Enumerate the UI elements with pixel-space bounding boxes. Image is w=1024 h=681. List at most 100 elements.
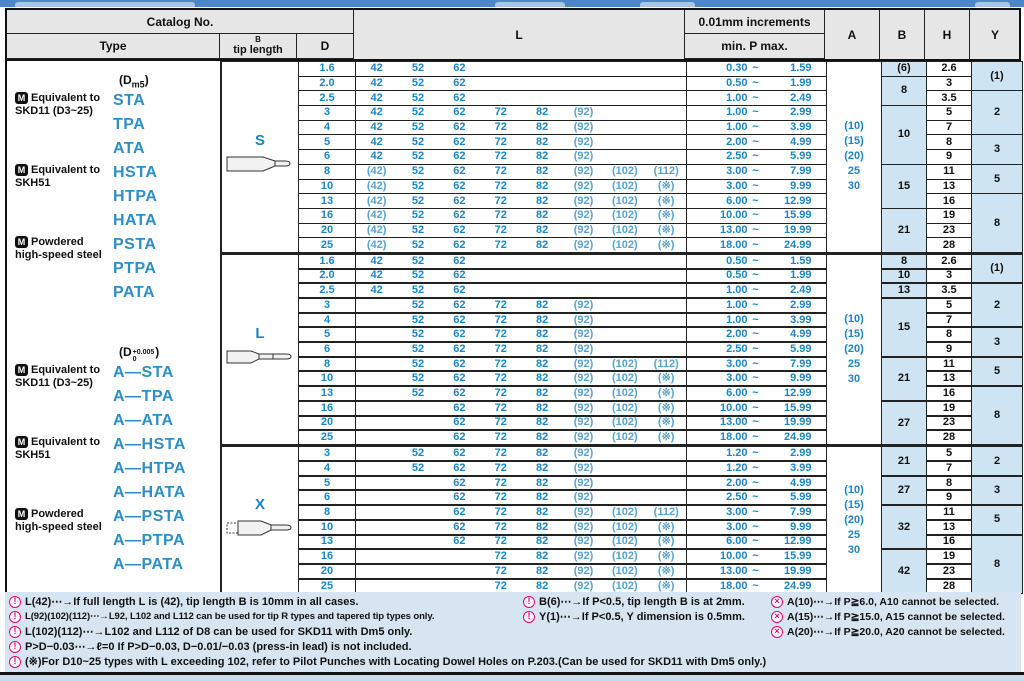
footnote-text: A(10)⋯→If P≧6.0, A10 cannot be selected. (787, 595, 1000, 608)
l-value (356, 329, 397, 340)
l-value: 52 (411, 106, 425, 119)
type-column: (Dm5) M Equivalent to SKD11 (D3~25) STA TPA A… (7, 61, 221, 594)
l-slot-row: 52 62 72 82 (92) (102) (112) (356, 358, 686, 370)
tip-shape: X (222, 447, 298, 592)
l-value (356, 432, 397, 443)
l-value: 62 (453, 491, 466, 504)
a-options-cell: (10) (15) (20) 25 30 (826, 252, 882, 446)
a-option: 30 (847, 180, 861, 193)
p-range-cell: 0.30 ~1.59 (686, 61, 827, 77)
p-tilde: ~ (752, 357, 759, 370)
l-value: 52 (411, 62, 425, 75)
p-max: 3.99 (790, 461, 812, 474)
type-name: STA (113, 92, 146, 109)
punch-shape-l-icon (226, 350, 292, 364)
p-range-cell: 1.00 ~3.99 (686, 311, 827, 328)
p-range: 10.00 ~15.99 (687, 210, 826, 221)
h-dim-cell: 2.6 (926, 252, 972, 270)
diameter-tolerance-note: (Dm5) (119, 73, 149, 90)
l-value (646, 478, 687, 489)
h-dim-cell: 28 (926, 429, 972, 446)
l-value (604, 270, 645, 281)
p-max: 5.99 (790, 150, 812, 163)
footnote-text: Y(1)⋯→If P<0.5, Y dimension is 0.5mm. (539, 611, 745, 623)
l-values-cell: 62 72 82 (92) (102) (※) (355, 399, 687, 416)
l-value: 82 (535, 505, 549, 518)
p-range: 2.50 ~5.99 (687, 343, 826, 355)
l-value (604, 93, 645, 104)
l-slot-row: 52 62 72 82 (92) (356, 448, 686, 459)
browser-top-strip (0, 0, 1024, 7)
l-value (356, 359, 397, 370)
p-tilde: ~ (752, 209, 759, 222)
l-value: 42 (370, 254, 383, 267)
d-value-cell: 8 (298, 355, 356, 372)
l-value (646, 285, 687, 296)
l-value: 72 (494, 564, 507, 577)
tolerance-stack: +0.005 0 (133, 349, 155, 363)
l-value (604, 256, 645, 267)
footnote-text: P>D−0.03⋯→ℓ=0 If P>D−0.03, D−0.01/−0.03 … (25, 641, 412, 653)
p-min: 6.00 (726, 535, 748, 548)
footnote-text: L(42)⋯→If full length L is (42), tip len… (25, 596, 359, 608)
l-value (356, 581, 397, 592)
l-values-cell: 42 52 62 72 82 (92) (355, 134, 687, 151)
p-max: 2.99 (790, 298, 812, 311)
material-badge-icon: M (15, 436, 28, 448)
d-value-cell: 2.0 (298, 75, 356, 92)
top-strip-segment (15, 2, 195, 7)
d-value-cell: 1.6 (298, 61, 356, 77)
p-max: 7.99 (790, 505, 812, 518)
type-name: A—HSTA (113, 436, 186, 453)
footnote-line: × A(10)⋯→If P≧6.0, A10 cannot be selected… (771, 594, 1005, 609)
l-value: 62 (453, 91, 466, 104)
l-value: 82 (535, 461, 549, 474)
l-value (646, 256, 687, 267)
l-value: 52 (411, 269, 425, 282)
h-dim-cell: 3.5 (926, 282, 972, 299)
type-name: PATA (113, 284, 155, 301)
type-name: A—HATA (113, 484, 186, 501)
bottom-rule (0, 672, 1024, 675)
h-dim-cell: 5 (926, 105, 972, 121)
l-value: 52 (411, 179, 425, 192)
p-max: 12.99 (783, 535, 812, 548)
l-value: 52 (411, 372, 425, 385)
h-dim-cell: 11 (926, 355, 972, 372)
l-value (480, 93, 521, 104)
caution-icon: ! (9, 610, 21, 623)
l-value: 62 (453, 223, 466, 236)
p-min: 2.00 (726, 476, 748, 489)
p-range-cell: 3.00 ~9.99 (686, 178, 827, 195)
l-values-cell: 42 52 62 72 82 (92) (355, 119, 687, 136)
l-value: 52 (411, 284, 425, 297)
l-values-cell: 52 62 72 82 (92) (355, 445, 687, 462)
l-value: 52 (411, 194, 425, 207)
l-slot-row: (42) 52 62 72 82 (92) (102) (※) (356, 194, 686, 207)
p-range-cell: 13.00 ~19.99 (686, 414, 827, 431)
l-value: 62 (453, 328, 466, 341)
l-values-cell: 42 52 62 (355, 61, 687, 77)
d-value-cell: 20 (298, 562, 356, 580)
l-value (604, 329, 645, 340)
a-option: 30 (847, 373, 861, 386)
l-slot-row: 42 52 62 (356, 285, 686, 296)
l-values-cell: 62 72 82 (92) (102) (※) (355, 414, 687, 431)
a-option: (10) (844, 120, 864, 133)
l-value (397, 522, 438, 533)
header-increments: 0.01mm increments (685, 10, 825, 34)
l-values-cell: (42) 52 62 72 82 (92) (102) (112) (355, 163, 687, 180)
y-dim-cell: 8 (971, 533, 1023, 594)
l-value: (42) (366, 209, 387, 222)
a-options-cell: (10) (15) (20) 25 30 (826, 61, 882, 253)
footnote-text: (※)For D10~25 types with L exceeding 102… (25, 656, 767, 668)
l-value: (92) (573, 150, 594, 163)
p-range-cell: 0.50 ~1.59 (686, 252, 827, 270)
l-value: (92) (573, 476, 594, 489)
l-value: 62 (453, 447, 466, 460)
p-min: 1.00 (726, 121, 748, 134)
l-value: (92) (573, 223, 594, 236)
l-value: 82 (535, 223, 549, 236)
l-value (521, 78, 562, 89)
d-value-cell: 13 (298, 193, 356, 209)
